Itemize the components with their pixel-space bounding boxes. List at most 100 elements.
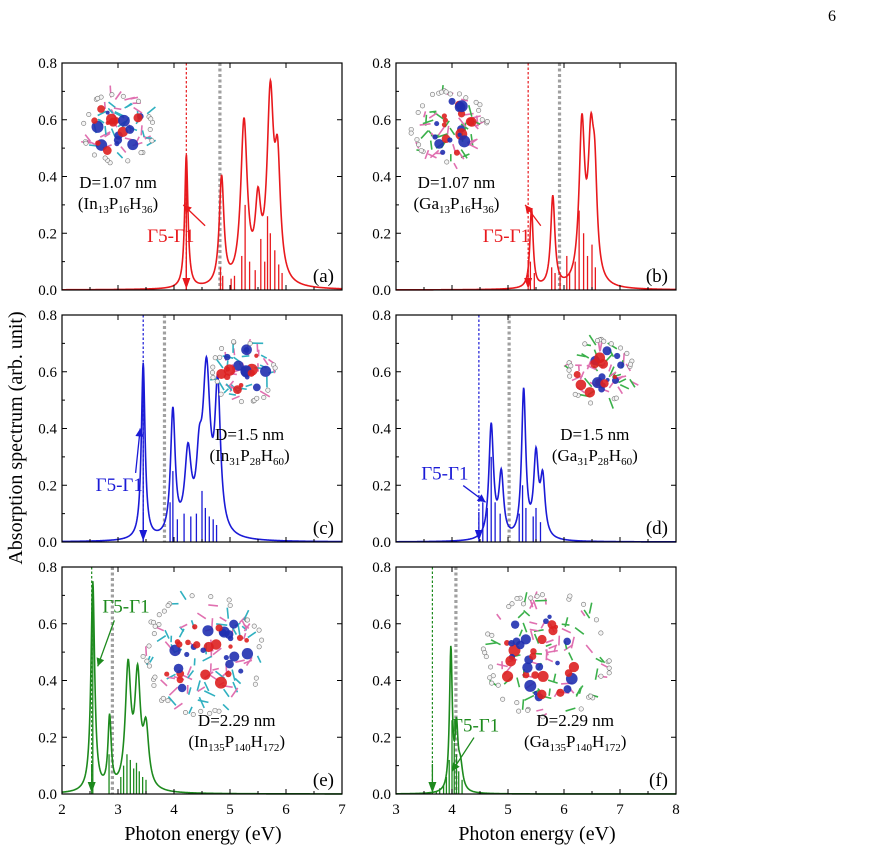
hydrogen-atom [160,695,166,701]
orbital-lobe [133,113,143,123]
orbital-lobe [453,149,460,156]
orbital-lobe [244,638,249,643]
hydrogen-atom [151,631,157,637]
formula-symbol: H [251,732,263,751]
bond-mark [98,118,105,124]
bond-mark [578,686,583,695]
bond-mark [125,102,133,108]
hydrogen-atom [95,95,101,101]
hydrogen-atom [606,665,612,671]
orbital-lobe [617,361,625,369]
hydrogen-atom [582,341,588,347]
hydrogen-atom [218,391,224,397]
y-tick-label: 0.2 [372,226,391,242]
bond-mark [259,390,271,398]
transition-label: Γ5-Γ1 [147,226,194,247]
bond-mark [146,106,156,115]
formula-symbol: P [109,194,118,213]
bond-mark [547,679,558,684]
hydrogen-atom [418,148,424,154]
bond-mark [197,686,206,693]
hydrogen-atom [253,675,259,681]
formula-symbol: ) [494,194,500,213]
orbital-lobe [600,379,609,388]
bond-mark [594,668,599,680]
orbital-lobe [548,626,558,636]
orbital-lobe [200,647,206,653]
hydrogen-atom [251,623,257,629]
bond-mark [173,702,183,710]
bond-mark [104,132,111,138]
panel-a: Γ5-Γ1D=1.07 nm(In13P16H36)(a)0.00.20.40.… [38,56,343,299]
orbital-lobe [169,644,181,657]
hydrogen-atom [148,116,154,122]
formula-subscript: 140 [575,742,592,754]
orbital-lobe [592,377,604,389]
x-tick-label: 4 [448,802,456,818]
hydrogen-atom [606,670,612,676]
orbital-lobe [537,689,547,700]
orbital-lobe [236,634,244,642]
bond-mark [424,149,430,160]
bond-mark [552,673,557,683]
panel-b: Γ5-Γ1D=1.07 nm(Ga13P16H36)(b)0.00.20.40.… [372,56,677,299]
bond-mark [187,670,195,679]
orbital-lobe [434,121,440,127]
formula-symbol: (In [78,194,98,213]
hydrogen-atom [488,664,494,670]
hydrogen-atom [593,617,599,623]
orbital-lobe [233,385,242,395]
bond-mark [97,110,107,117]
bond-mark [243,609,250,621]
bond-mark [186,666,192,676]
orbital-lobe [441,122,447,128]
orbital-lobe [173,663,184,674]
y-tick-label: 0.2 [38,730,57,746]
formula-subscript: 28 [598,456,610,468]
hydrogen-atom [514,700,520,706]
y-tick-label: 0.0 [38,283,57,299]
bond-mark [216,623,228,626]
bond-mark [141,130,145,138]
bond-mark [548,688,551,696]
y-tick-label: 0.6 [372,365,391,381]
bond-mark [467,104,473,117]
page-number: 6 [828,8,836,25]
gap-arrow-head [474,530,483,541]
hydrogen-atom [408,130,414,136]
x-tick-label: 5 [504,802,512,818]
formula-subscript: 31 [229,456,240,468]
bond-mark [256,655,262,663]
hydrogen-atom [208,594,214,600]
bond-mark [230,687,239,698]
hydrogen-atom [578,706,584,712]
bond-mark [574,627,585,635]
formula-subscript: 31 [577,456,588,468]
formula-label: (In135P140H172) [188,732,285,754]
panel-label: (f) [649,770,668,791]
bond-mark [516,677,521,688]
y-tick-label: 0.0 [372,787,391,803]
formula-symbol: H [129,194,141,213]
panel-f: Γ5-Γ1 D=2.29 nm(Ga135P140H172)(f)0.00.20.… [372,560,680,818]
transition-pointer [97,620,115,667]
orbital-lobe [91,117,98,124]
panel-label: (c) [313,518,334,539]
bond-mark [599,342,603,351]
formula-subscript: 135 [549,742,566,754]
orbital-lobe [229,651,240,662]
orbital-lobe [537,670,549,682]
hydrogen-atom [595,338,601,344]
bond-mark [196,680,201,691]
orbital-lobe [216,368,227,379]
hydrogen-atom [212,707,218,713]
orbital-lobe [193,641,201,649]
hydrogen-atom [613,395,619,401]
formula-symbol: H [261,446,273,465]
x-tick-label: 3 [392,802,400,818]
bond-mark [247,631,257,639]
hydrogen-atom [444,159,450,165]
formula-label: (In31P28H60) [209,446,289,468]
orbital-lobe [228,644,233,649]
bond-mark [579,371,585,380]
